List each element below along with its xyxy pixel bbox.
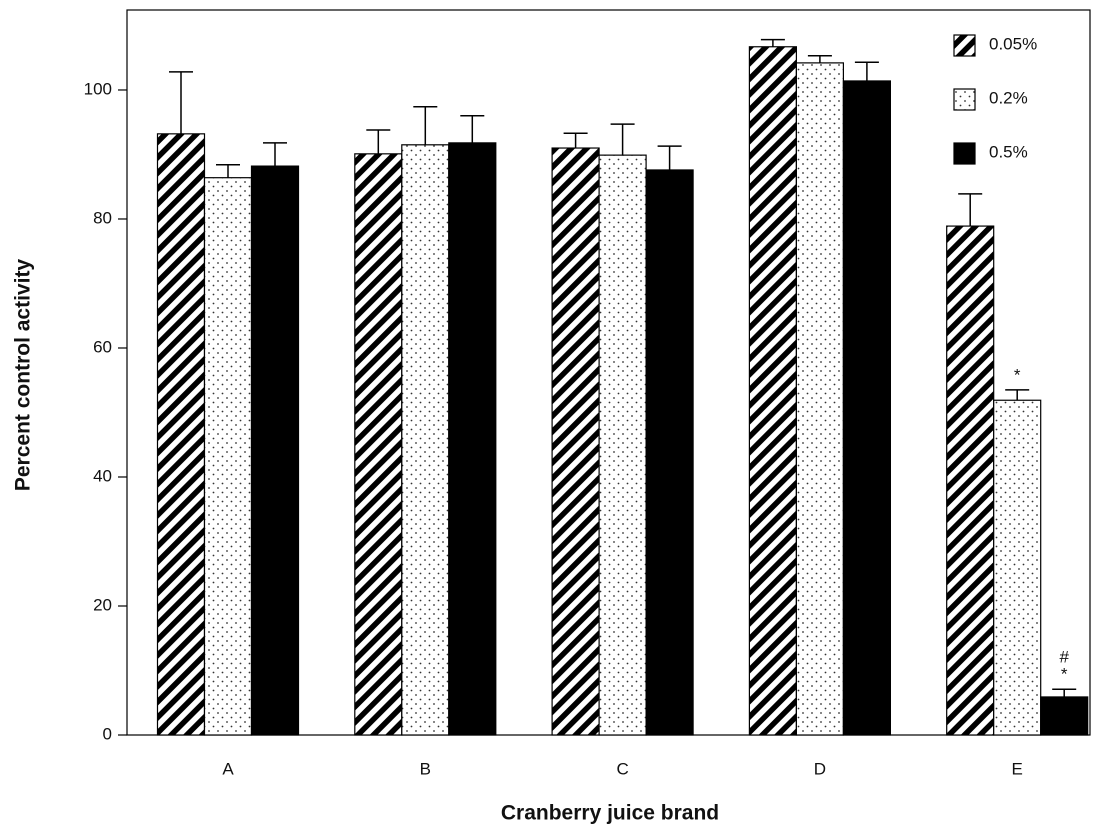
error-bar — [169, 71, 193, 134]
error-bar — [657, 145, 682, 170]
bar — [645, 169, 694, 736]
error-bar — [563, 132, 588, 149]
bar — [748, 46, 798, 736]
annotation: # — [1059, 648, 1069, 667]
bar — [842, 80, 892, 736]
x-tick-label: C — [616, 759, 628, 778]
error-bar — [807, 55, 832, 63]
bar — [1040, 696, 1089, 736]
bar — [448, 142, 497, 736]
error-bar — [854, 61, 879, 81]
y-tick-label: 60 — [93, 337, 112, 356]
y-tick-label: 80 — [93, 208, 112, 227]
error-bar — [263, 142, 287, 167]
bar — [993, 399, 1042, 736]
error-bar — [216, 164, 240, 178]
x-tick-label: A — [222, 759, 234, 778]
legend-swatch — [953, 88, 976, 111]
bar — [598, 154, 647, 736]
error-bar — [366, 129, 391, 154]
legend-label: 0.2% — [989, 88, 1028, 107]
bar — [250, 165, 300, 736]
x-tick-label: D — [814, 759, 826, 778]
error-bar — [413, 106, 438, 145]
bar — [203, 177, 253, 736]
bar — [354, 153, 403, 736]
x-tick-label: E — [1012, 759, 1023, 778]
y-axis-title: Percent control activity — [12, 259, 35, 492]
y-tick-label: 0 — [103, 724, 112, 743]
legend-swatch — [953, 34, 976, 57]
annotation: * — [1014, 365, 1021, 384]
legend-label: 0.05% — [989, 34, 1037, 53]
bar — [156, 133, 206, 736]
y-tick-label: 40 — [93, 466, 112, 485]
legend-label: 0.5% — [989, 142, 1028, 161]
y-tick-label: 100 — [84, 79, 112, 98]
y-tick-label: 20 — [93, 595, 112, 614]
bar — [795, 62, 845, 736]
error-bar — [760, 38, 785, 47]
annotation: * — [1061, 665, 1068, 684]
bar — [946, 225, 995, 736]
bar — [401, 144, 450, 736]
error-bar — [460, 115, 485, 143]
legend-swatch — [953, 142, 976, 165]
error-bar — [1005, 389, 1030, 401]
bar — [551, 147, 600, 736]
error-bar — [1052, 688, 1077, 697]
x-tick-label: B — [420, 759, 431, 778]
error-bar — [610, 123, 635, 156]
error-bar — [958, 193, 983, 227]
x-axis-title: Cranberry juice brand — [501, 802, 719, 825]
